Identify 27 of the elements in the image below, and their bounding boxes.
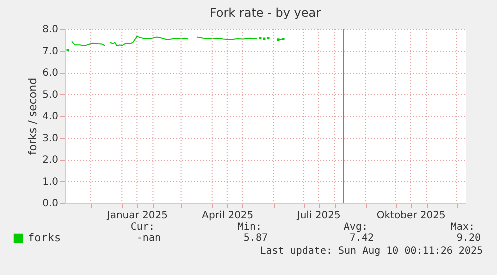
y-tick-label: 5.0 — [42, 90, 58, 101]
point — [277, 38, 280, 42]
legend-label: forks — [28, 232, 62, 244]
chart-title: Fork rate - by year — [210, 6, 322, 20]
text: Avg: — [344, 222, 368, 233]
text: Cur: — [130, 222, 155, 233]
y-tick-label: 0.0 — [42, 198, 58, 210]
text: -nan — [136, 233, 161, 244]
x-tick-label: Januar 2025 — [106, 210, 168, 222]
y-tick-label: 1.0 — [42, 176, 58, 188]
x-tick-label: Juli 2025 — [296, 210, 341, 222]
x-tick-label: April 2025 — [202, 210, 254, 222]
text: 7.42 — [350, 233, 374, 244]
text: Max: — [450, 222, 475, 233]
text: 5.87 — [244, 233, 268, 244]
y-tick-label: 8.0 — [42, 24, 58, 36]
x-tick-label: Oktober 2025 — [376, 210, 446, 222]
point — [282, 38, 285, 40]
y-tick-label: 7.0 — [42, 46, 58, 58]
y-tick-label: 6.0 — [42, 68, 58, 79]
text: Min: — [238, 222, 262, 233]
y-tick-label: 3.0 — [42, 133, 58, 144]
text: Last update: Sun Aug 10 00:11:26 2025 — [260, 246, 483, 257]
y-tick-label: 2.0 — [42, 155, 58, 166]
y-axis-title: forks / second — [26, 78, 40, 156]
y-tick-label: 4.0 — [42, 112, 58, 122]
text: 9.20 — [456, 233, 481, 244]
